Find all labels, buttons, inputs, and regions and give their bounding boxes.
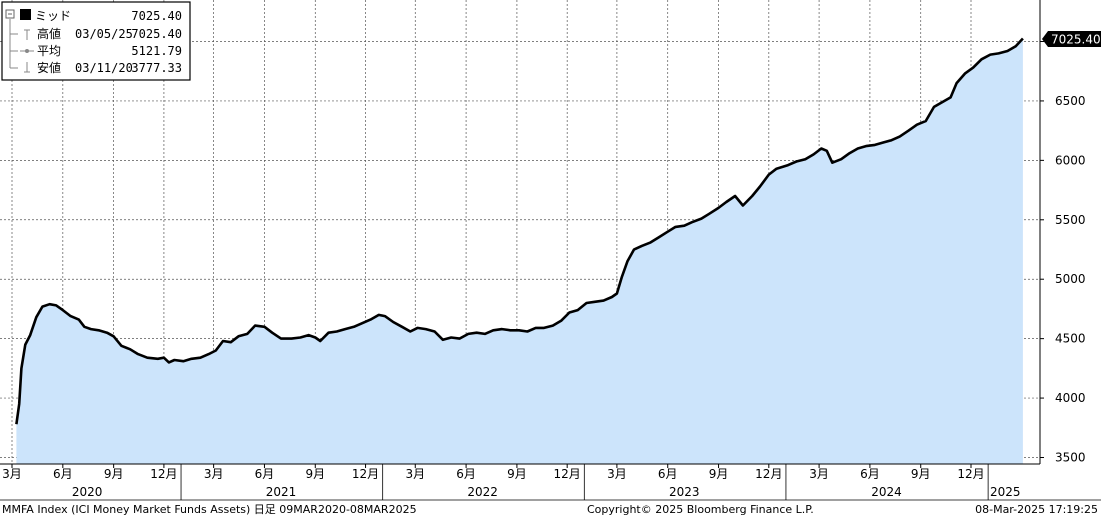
x-tick-label: 12月 xyxy=(554,467,581,481)
footer-security-description: MMFA Index (ICI Money Market Funds Asset… xyxy=(2,503,417,516)
x-tick-label: 3月 xyxy=(2,467,22,481)
legend-frame xyxy=(1,1,191,81)
x-tick-label: 6月 xyxy=(255,467,275,481)
x-year-label: 2020 xyxy=(72,485,103,499)
legend-row-high-label: 高値 xyxy=(37,26,61,41)
legend-row-low-label: 安値 xyxy=(37,60,61,75)
x-tick-label: 6月 xyxy=(53,467,73,481)
x-tick-label: 12月 xyxy=(150,467,177,481)
x-tick-label: 9月 xyxy=(305,467,325,481)
y-tick-label: 3500 xyxy=(1055,451,1086,465)
x-year-label: 2025 xyxy=(990,485,1021,499)
y-tick-label: 4000 xyxy=(1055,391,1086,405)
legend-row-high-date: 03/05/25 xyxy=(75,27,133,41)
y-tick-label: 6000 xyxy=(1055,153,1086,167)
x-tick-label: 3月 xyxy=(809,467,829,481)
x-tick-label: 6月 xyxy=(658,467,678,481)
x-tick-label: 12月 xyxy=(352,467,379,481)
series-area-fill xyxy=(16,38,1023,464)
x-tick-label: 12月 xyxy=(755,467,782,481)
legend-row-avg-value: 5121.79 xyxy=(131,44,182,58)
series-line xyxy=(15,37,1024,425)
x-tick-label: 3月 xyxy=(204,467,224,481)
last-value-badge: 7025.40 xyxy=(1042,31,1101,47)
legend-row-mid-value: 7025.40 xyxy=(131,9,182,23)
x-year-label: 2024 xyxy=(871,485,902,499)
last-value-badge-shape xyxy=(1042,31,1101,47)
legend-row-low-value: 3777.33 xyxy=(131,61,182,75)
x-tick-label: 9月 xyxy=(911,467,931,481)
x-year-label: 2021 xyxy=(266,485,297,499)
x-year-label: 2022 xyxy=(467,485,498,499)
legend-row-high-value: 7025.40 xyxy=(131,27,182,41)
y-tick-label: 4500 xyxy=(1055,332,1086,346)
area-layer xyxy=(15,37,1024,464)
x-year-label: 2023 xyxy=(669,485,700,499)
legend-row-mid-label: ミッド xyxy=(35,9,71,23)
axis-layer: 3500 4000 4500 5000 5500 6000 6500 3月 6月 9月 12月 3月 6… xyxy=(0,0,1101,501)
x-tick-label: 6月 xyxy=(456,467,476,481)
footer-timestamp: 08-Mar-2025 17:19:25 xyxy=(975,503,1098,516)
footer-copyright: Copyright© 2025 Bloomberg Finance L.P. xyxy=(587,503,814,516)
average-marker-dot xyxy=(25,49,29,53)
x-tick-label: 12月 xyxy=(957,467,984,481)
series-swatch-icon xyxy=(20,9,31,20)
last-value-badge-text: 7025.40 xyxy=(1051,33,1101,47)
y-tick-label: 6500 xyxy=(1055,94,1086,108)
legend-row-low-date: 03/11/20 xyxy=(75,61,133,75)
x-tick-label: 9月 xyxy=(104,467,124,481)
y-tick-label: 5500 xyxy=(1055,213,1086,227)
legend-row-avg-label: 平均 xyxy=(37,44,61,58)
x-tick-label: 3月 xyxy=(405,467,425,481)
x-tick-label: 9月 xyxy=(507,467,527,481)
y-tick-label: 5000 xyxy=(1055,272,1086,286)
x-tick-label: 9月 xyxy=(709,467,729,481)
legend-box: ミッド 7025.40 高値 03/05/25 7025.40 平均 5121.… xyxy=(1,1,191,81)
x-tick-label: 6月 xyxy=(860,467,880,481)
x-tick-label: 3月 xyxy=(607,467,627,481)
